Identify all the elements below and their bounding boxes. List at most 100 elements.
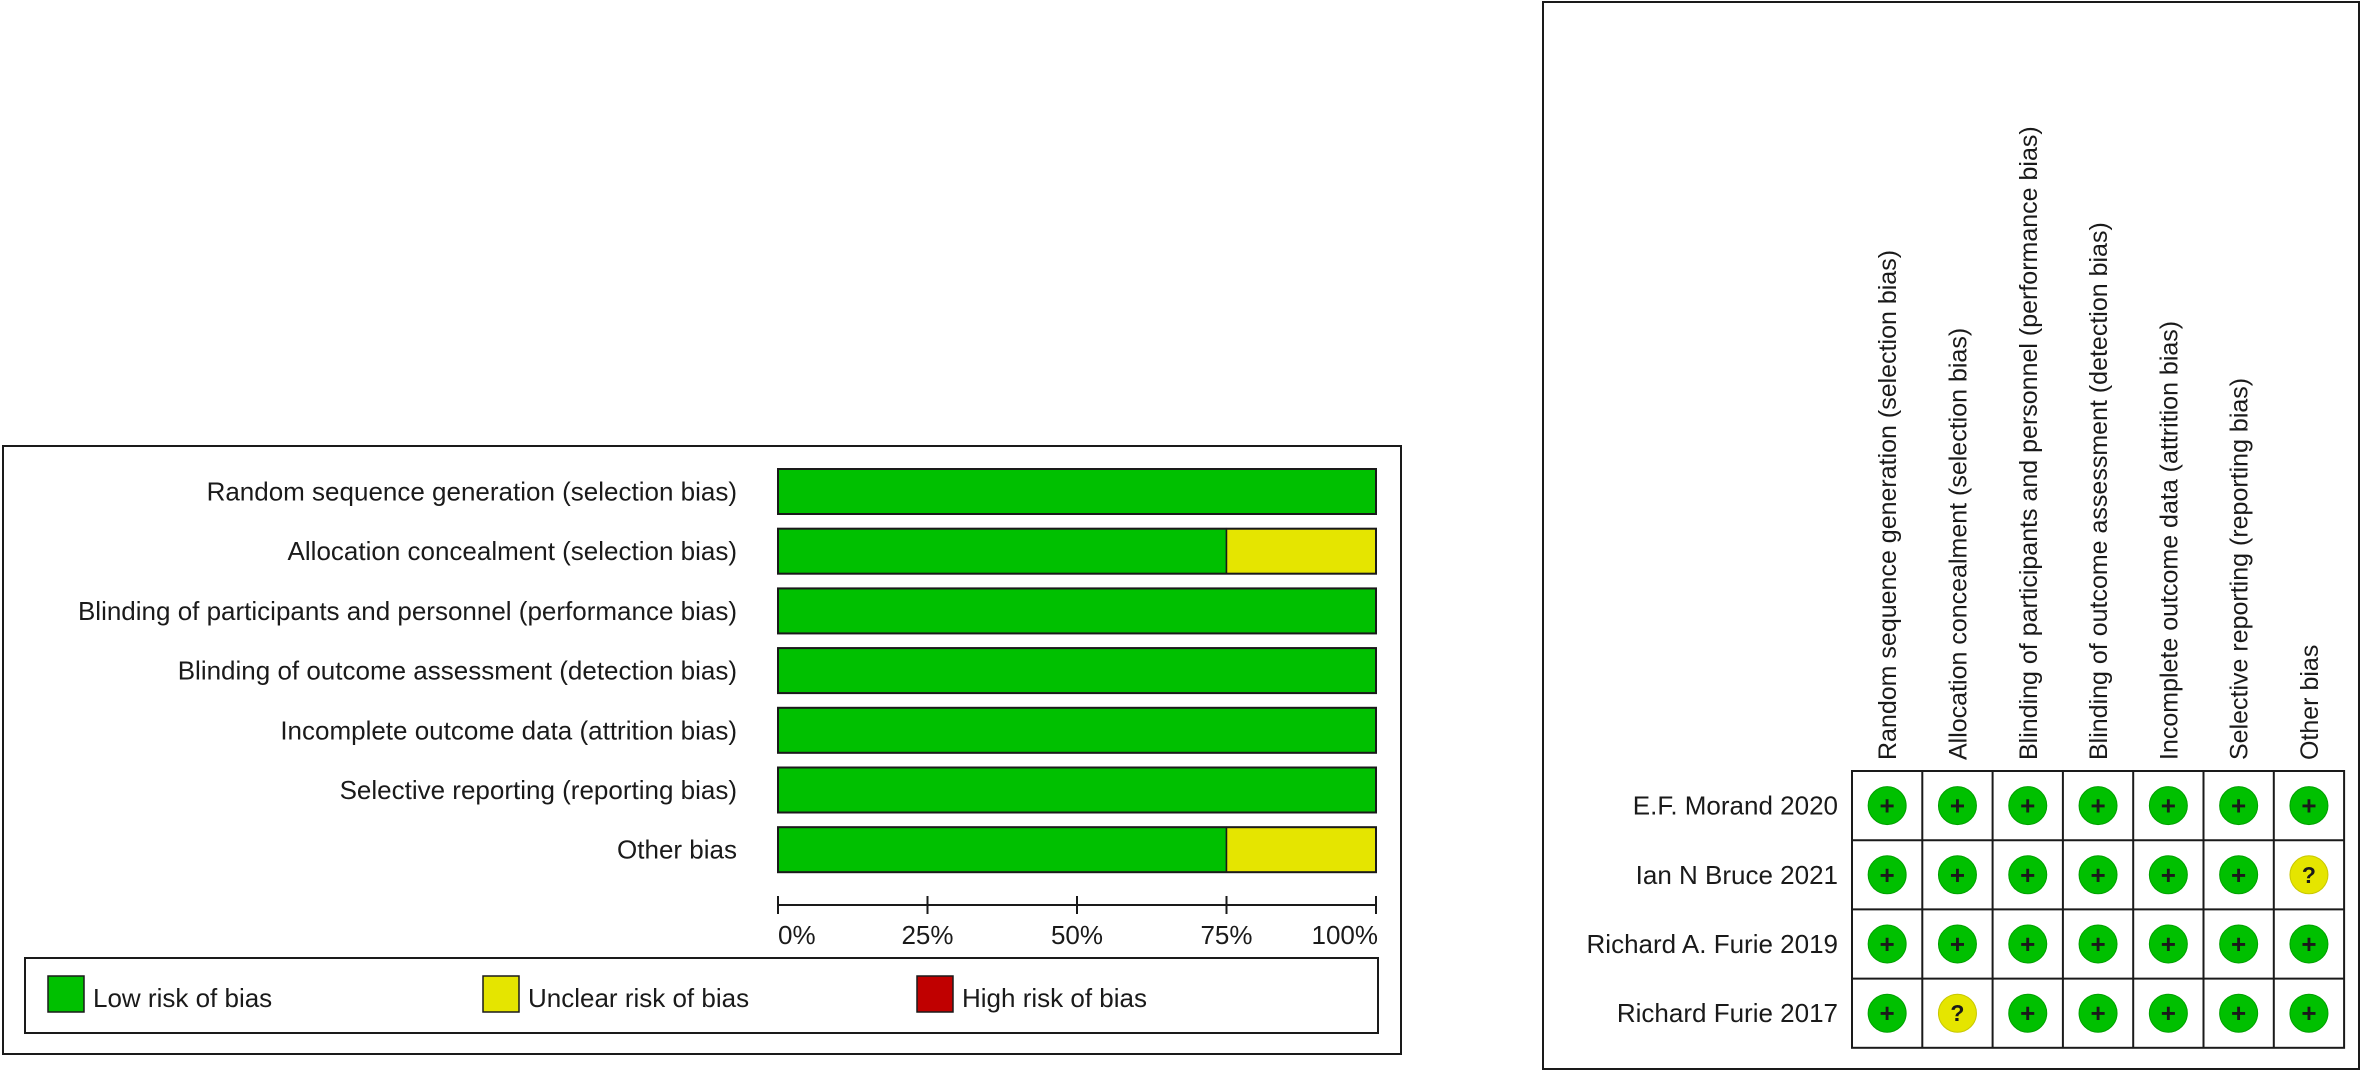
low-risk-icon: [2289, 786, 2329, 826]
unclear-risk-icon: [1937, 993, 1977, 1033]
judgement-label: +: [2301, 998, 2316, 1028]
judgement-label: +: [2301, 791, 2316, 821]
judgement-label: +: [1950, 929, 1965, 959]
low-risk-icon: [2078, 786, 2118, 826]
bar-outline: [777, 468, 1377, 515]
unclear-risk-icon: [2289, 855, 2329, 895]
bar-outline: [777, 826, 1377, 874]
column-header: Blinding of outcome assessment (detectio…: [2085, 222, 2113, 760]
low-risk-icon: [1937, 855, 1977, 895]
judgement-label: +: [2161, 791, 2176, 821]
low-risk-icon: [2148, 993, 2188, 1033]
column-header: Allocation concealment (selection bias): [1944, 328, 1972, 760]
bar-outline: [777, 587, 1377, 635]
bar-outline: [777, 647, 1377, 695]
category-label: Selective reporting (reporting bias): [340, 775, 737, 805]
category-label: Allocation concealment (selection bias): [288, 536, 737, 566]
column-header: Incomplete outcome data (attrition bias): [2155, 321, 2183, 760]
judgement-label: ?: [1950, 1000, 1964, 1026]
bar-segment: [777, 707, 1377, 754]
judgement-label: +: [2090, 998, 2105, 1028]
low-risk-icon: [1867, 786, 1907, 826]
risk-of-bias-graph: Random sequence generation (selection bi…: [2, 445, 1402, 1055]
study-label: Richard Furie 2017: [1617, 998, 1838, 1028]
judgement-label: +: [2231, 998, 2246, 1028]
column-header: Other bias: [2296, 645, 2324, 760]
low-risk-icon: [2078, 924, 2118, 964]
graph-frame: [2, 445, 1402, 1055]
x-tick-label: 50%: [1051, 920, 1103, 950]
judgement-label: ?: [2302, 862, 2316, 888]
low-risk-icon: [1867, 993, 1907, 1033]
judgement-label: +: [1880, 860, 1895, 890]
low-risk-icon: [2078, 993, 2118, 1033]
judgement-label: +: [1880, 929, 1895, 959]
low-risk-icon: [2148, 924, 2188, 964]
category-label: Blinding of outcome assessment (detectio…: [178, 656, 737, 686]
x-tick-label: 25%: [901, 920, 953, 950]
judgement-label: +: [2090, 929, 2105, 959]
category-label: Random sequence generation (selection bi…: [207, 477, 737, 507]
judgement-label: +: [2020, 860, 2035, 890]
judgement-label: +: [2161, 860, 2176, 890]
study-label: E.F. Morand 2020: [1633, 791, 1838, 821]
judgement-label: +: [2020, 998, 2035, 1028]
low-risk-icon: [2289, 993, 2329, 1033]
low-risk-icon: [2289, 924, 2329, 964]
judgement-label: +: [2020, 791, 2035, 821]
column-header: Selective reporting (reporting bias): [2226, 378, 2254, 760]
legend-swatch: [482, 975, 520, 1013]
judgement-label: +: [2231, 929, 2246, 959]
low-risk-icon: [2008, 786, 2048, 826]
category-label: Blinding of participants and personnel (…: [78, 596, 737, 626]
low-risk-icon: [2008, 924, 2048, 964]
category-label: Incomplete outcome data (attrition bias): [280, 715, 737, 745]
summary-frame: [1542, 1, 2360, 1070]
legend-swatch: [47, 975, 85, 1013]
bar-segment: [777, 766, 1377, 814]
judgement-label: +: [1950, 791, 1965, 821]
legend-label: High risk of bias: [962, 983, 1147, 1013]
low-risk-icon: [2219, 924, 2259, 964]
low-risk-icon: [2219, 786, 2259, 826]
low-risk-icon: [1867, 855, 1907, 895]
x-tick-label: 75%: [1200, 920, 1252, 950]
low-risk-icon: [2008, 993, 2048, 1033]
judgement-label: +: [1880, 791, 1895, 821]
bar-outline: [777, 766, 1377, 814]
column-header: Random sequence generation (selection bi…: [1874, 250, 1902, 760]
bar-segment: [777, 527, 1228, 575]
judgement-label: +: [2020, 929, 2035, 959]
study-label: Richard A. Furie 2019: [1587, 929, 1838, 959]
category-label: Other bias: [617, 835, 737, 865]
judgement-label: +: [2231, 791, 2246, 821]
judgement-label: +: [2090, 791, 2105, 821]
low-risk-icon: [1867, 924, 1907, 964]
judgement-label: +: [2161, 998, 2176, 1028]
legend-frame: [24, 957, 1379, 1034]
study-label: Ian N Bruce 2021: [1636, 860, 1838, 890]
low-risk-icon: [2148, 786, 2188, 826]
low-risk-icon: [2219, 993, 2259, 1033]
judgement-label: +: [2231, 860, 2246, 890]
x-tick-label: 0%: [778, 920, 816, 950]
legend-swatch: [916, 975, 954, 1013]
legend-label: Low risk of bias: [93, 983, 272, 1013]
low-risk-icon: [2078, 855, 2118, 895]
judgement-label: +: [2301, 929, 2316, 959]
judgement-label: +: [2090, 860, 2105, 890]
low-risk-icon: [2148, 855, 2188, 895]
low-risk-icon: [2008, 855, 2048, 895]
column-header: Blinding of participants and personnel (…: [2015, 126, 2043, 760]
bar-outline: [777, 527, 1377, 575]
low-risk-icon: [1937, 924, 1977, 964]
judgement-label: +: [2161, 929, 2176, 959]
low-risk-icon: [1937, 786, 1977, 826]
judgement-label: +: [1880, 998, 1895, 1028]
bar-segment: [1225, 826, 1377, 873]
x-tick-label: 100%: [1312, 920, 1379, 950]
bar-segment: [777, 587, 1377, 635]
low-risk-icon: [2219, 855, 2259, 895]
bar-outline: [777, 706, 1377, 754]
